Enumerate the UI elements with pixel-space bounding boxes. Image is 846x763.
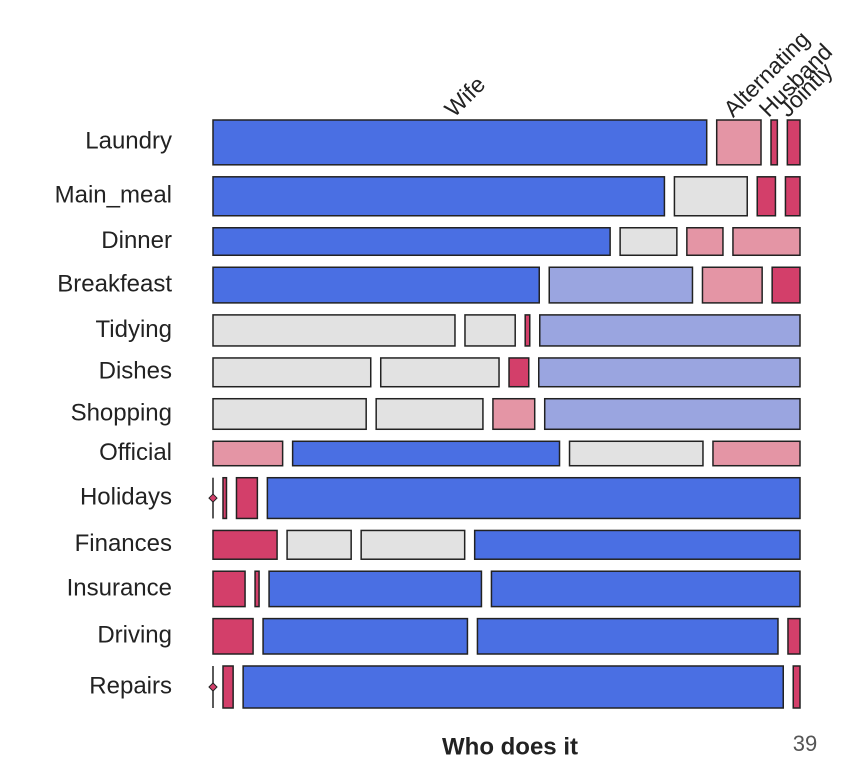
mosaic-cell xyxy=(212,440,284,467)
zero-marker xyxy=(208,493,218,503)
row-label: Driving xyxy=(97,622,172,649)
mosaic-cell xyxy=(686,227,724,257)
zero-marker xyxy=(208,682,218,692)
mosaic-cell xyxy=(222,665,234,709)
mosaic-cell xyxy=(473,529,801,560)
mosaic-cell-empty xyxy=(208,665,218,708)
mosaic-cell xyxy=(548,266,694,304)
mosaic-cell xyxy=(212,119,708,166)
mosaic-cell xyxy=(254,570,260,608)
mosaic-cell xyxy=(524,314,531,347)
mosaic-cell xyxy=(268,570,483,608)
mosaic-cell xyxy=(360,529,466,560)
page-number: 39 xyxy=(793,731,817,756)
mosaic-cell xyxy=(266,476,801,520)
row-label: Repairs xyxy=(89,672,172,699)
row-label: Main_meal xyxy=(55,182,172,209)
mosaic-cell xyxy=(701,266,763,304)
row-label: Breakfeast xyxy=(57,270,172,297)
row-label: Laundry xyxy=(85,128,172,155)
row-label: Shopping xyxy=(71,399,172,426)
column-label: Wife xyxy=(439,71,490,122)
mosaic-cell xyxy=(291,440,561,467)
row-label: Official xyxy=(99,439,172,466)
x-axis-label: Who does it xyxy=(442,733,578,760)
mosaic-cell xyxy=(490,570,801,608)
mosaic-cell xyxy=(212,176,666,217)
mosaic-cell xyxy=(715,119,762,166)
mosaic-cell xyxy=(222,476,228,520)
row-label: Tidying xyxy=(96,316,172,343)
mosaic-cell xyxy=(212,266,540,304)
mosaic-cell xyxy=(212,529,278,560)
mosaic-cell xyxy=(712,440,801,467)
mosaic-cell xyxy=(568,440,704,467)
mosaic-cell xyxy=(508,357,530,388)
mosaic-cell xyxy=(212,617,254,655)
mosaic-cell xyxy=(212,227,611,257)
mosaic-cell xyxy=(538,357,801,388)
mosaic-cell xyxy=(212,397,367,431)
mosaic-cell xyxy=(771,266,801,304)
mosaic-cell xyxy=(786,119,801,166)
mosaic-cell xyxy=(539,314,801,347)
mosaic-cell xyxy=(212,314,456,347)
mosaic-cell-empty xyxy=(208,477,218,519)
mosaic-cell xyxy=(673,176,748,217)
mosaic-cell xyxy=(787,617,801,655)
mosaic-cell xyxy=(286,529,352,560)
mosaic-cell xyxy=(756,176,777,217)
mosaic-cell xyxy=(492,397,536,431)
mosaic-cell xyxy=(212,570,246,608)
mosaic-cell xyxy=(543,397,801,431)
row-label: Finances xyxy=(75,530,172,557)
mosaic-cell xyxy=(242,665,784,709)
row-label: Holidays xyxy=(80,483,172,510)
mosaic-cell xyxy=(732,227,801,257)
mosaic-cell xyxy=(619,227,678,257)
mosaic-cell xyxy=(476,617,779,655)
row-label: Dishes xyxy=(99,358,172,385)
row-label: Dinner xyxy=(101,227,172,254)
mosaic-cell xyxy=(792,665,801,709)
mosaic-cell xyxy=(235,476,259,520)
mosaic-cell xyxy=(464,314,516,347)
row-label: Insurance xyxy=(67,574,172,601)
mosaic-cell xyxy=(770,119,779,166)
mosaic-cell xyxy=(784,176,801,217)
mosaic-cell xyxy=(212,357,372,388)
mosaic-cell xyxy=(262,617,469,655)
mosaic-cell xyxy=(379,357,500,388)
mosaic-cell xyxy=(375,397,484,431)
